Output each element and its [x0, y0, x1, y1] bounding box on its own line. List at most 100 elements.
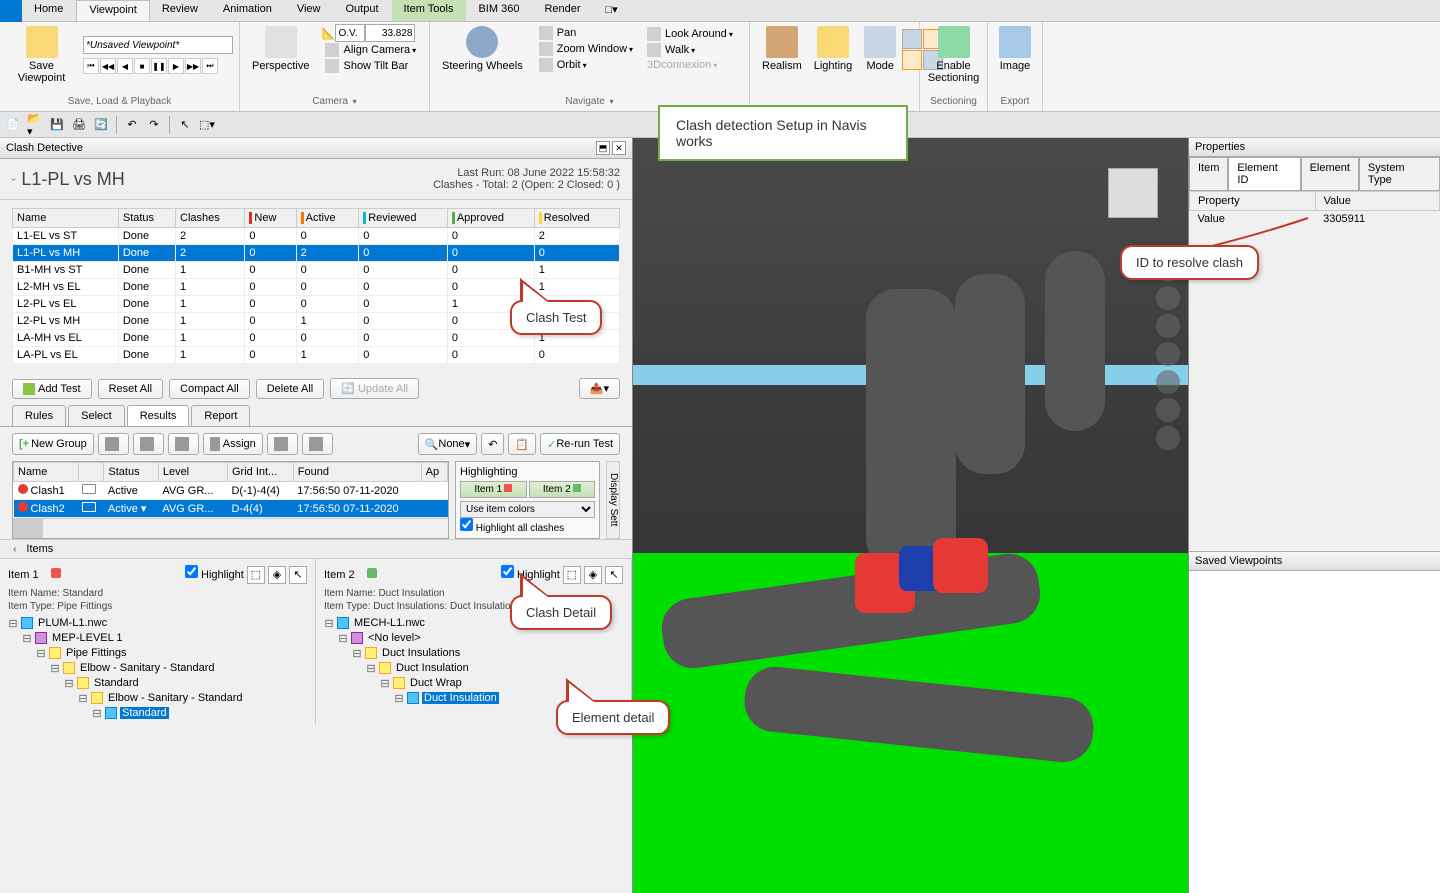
test-row[interactable]: B1-MH vs STDone100001 [13, 262, 620, 279]
realism-button[interactable]: Realism [756, 24, 808, 74]
nav-zoom-icon[interactable] [1156, 314, 1180, 338]
sub-tab-report[interactable]: Report [191, 405, 250, 426]
item1-highlight-checkbox[interactable]: Highlight [185, 569, 244, 581]
select-icon[interactable]: ↖ [176, 116, 194, 134]
rewind-button[interactable]: ⏮ [83, 58, 99, 74]
explode-button[interactable] [168, 433, 199, 455]
item2-target-icon[interactable]: ◈ [584, 566, 602, 584]
refresh-icon[interactable]: 🔄 [92, 116, 110, 134]
image-button[interactable]: Image [994, 24, 1036, 74]
prop-tab-item[interactable]: Item [1189, 157, 1228, 190]
highlight-all-checkbox[interactable]: Highlight all clashes [460, 523, 564, 534]
none-filter-button[interactable]: 🔍None ▾ [418, 433, 478, 455]
test-row[interactable]: L1-PL vs MHDone202000 [13, 245, 620, 262]
prop-tab-element-id[interactable]: Element ID [1228, 157, 1300, 190]
dock-icon[interactable]: ⬒ [596, 141, 610, 155]
test-row[interactable]: LA-PL vs ELDone101000 [13, 347, 620, 364]
delete-all-button[interactable]: Delete All [256, 379, 324, 399]
test-row[interactable]: L1-EL vs STDone200002 [13, 228, 620, 245]
end-button[interactable]: ⏭ [202, 58, 218, 74]
ungroup-button[interactable] [133, 433, 164, 455]
align-camera-button[interactable]: Align Camera▾ [321, 42, 423, 58]
group-button[interactable] [98, 433, 129, 455]
tree-node[interactable]: ⊟Elbow - Sanitary - Standard [8, 691, 307, 706]
app-icon[interactable] [0, 0, 22, 22]
step-back-button[interactable]: ◀◀ [100, 58, 116, 74]
prev-button[interactable]: ↶ [481, 433, 504, 455]
viewpoint-name-input[interactable] [83, 36, 233, 54]
pan-button[interactable]: Pan [535, 25, 637, 41]
compact-all-button[interactable]: Compact All [169, 379, 250, 399]
3d-viewport[interactable] [633, 138, 1188, 893]
undo-icon[interactable]: ↶ [123, 116, 141, 134]
select-box-icon[interactable]: ⬚▾ [198, 116, 216, 134]
item2-zoom-icon[interactable]: ⬚ [563, 566, 581, 584]
item1-tree[interactable]: ⊟PLUM-L1.nwc⊟MEP-LEVEL 1⊟Pipe Fittings⊟E… [8, 616, 307, 721]
tab-output[interactable]: Output [334, 0, 392, 21]
prop-tab-element[interactable]: Element [1301, 157, 1359, 190]
highlight-item1-button[interactable]: Item 1 [460, 481, 527, 498]
reset-all-button[interactable]: Reset All [98, 379, 163, 399]
save-viewpoint-button[interactable]: Save Viewpoint [6, 24, 77, 86]
sub-tab-results[interactable]: Results [127, 405, 190, 426]
item2-select-icon[interactable]: ↖ [605, 566, 623, 584]
nav-orbit-icon[interactable] [1156, 342, 1180, 366]
view-cube[interactable] [1108, 168, 1158, 218]
print-icon[interactable]: 🖨 [70, 116, 88, 134]
new-file-icon[interactable]: 📄 [4, 116, 22, 134]
result-row[interactable]: Clash2Active ▾AVG GR...D-4(4)17:56:50 07… [14, 500, 448, 518]
tab-review[interactable]: Review [150, 0, 211, 21]
assign-button[interactable]: Assign [203, 433, 263, 455]
tree-node[interactable]: ⊟PLUM-L1.nwc [8, 616, 307, 631]
rerun-test-button[interactable]: ✓ Re-run Test [540, 433, 620, 455]
export-button[interactable]: 📤▾ [579, 378, 620, 399]
result-row[interactable]: Clash1ActiveAVG GR...D(-1)-4(4)17:56:50 … [14, 482, 448, 500]
tree-node[interactable]: ⊟Pipe Fittings [8, 646, 307, 661]
save-icon[interactable]: 💾 [48, 116, 66, 134]
help-icon[interactable]: □▾ [594, 0, 630, 21]
nav-select-icon[interactable] [1156, 426, 1180, 450]
tree-node[interactable]: ⊟MEP-LEVEL 1 [8, 631, 307, 646]
item1-select-icon[interactable]: ↖ [289, 566, 307, 584]
sub-tab-select[interactable]: Select [68, 405, 125, 426]
redo-icon[interactable]: ↷ [145, 116, 163, 134]
filter-button[interactable] [302, 433, 333, 455]
close-icon[interactable]: ✕ [612, 141, 626, 155]
tab-view[interactable]: View [285, 0, 334, 21]
tab-item-tools[interactable]: Item Tools [392, 0, 467, 21]
lighting-button[interactable]: Lighting [808, 24, 859, 74]
open-file-icon[interactable]: 📂▾ [26, 116, 44, 134]
new-group-button[interactable]: [+New Group [12, 433, 94, 455]
play-button[interactable]: ▶ [168, 58, 184, 74]
look-around-button[interactable]: Look Around▾ [643, 26, 737, 42]
results-table[interactable]: NameStatusLevelGrid Int...FoundAp Clash1… [13, 462, 448, 518]
reverse-button[interactable]: ◀ [117, 58, 133, 74]
tab-viewpoint[interactable]: Viewpoint [76, 0, 150, 21]
tree-node[interactable]: ⊟Standard [8, 706, 307, 721]
ov-value-input[interactable] [365, 24, 415, 42]
unassign-button[interactable] [267, 433, 298, 455]
tree-node[interactable]: ⊟Duct Insulations [324, 646, 623, 661]
orbit-button[interactable]: Orbit▾ [535, 57, 637, 73]
mode-button[interactable]: Mode [858, 24, 902, 74]
enable-sectioning-button[interactable]: Enable Sectioning [926, 24, 981, 86]
prop-tab-system-type[interactable]: System Type [1359, 157, 1440, 190]
tab-render[interactable]: Render [532, 0, 593, 21]
zoom-window-button[interactable]: Zoom Window▾ [535, 41, 637, 57]
pause-button[interactable]: ❚❚ [151, 58, 167, 74]
item1-target-icon[interactable]: ◈ [268, 566, 286, 584]
tree-node[interactable]: ⊟Elbow - Sanitary - Standard [8, 661, 307, 676]
highlight-item2-button[interactable]: Item 2 [529, 481, 596, 498]
show-tilt-button[interactable]: Show Tilt Bar [321, 58, 423, 74]
step-fwd-button[interactable]: ▶▶ [185, 58, 201, 74]
tab-animation[interactable]: Animation [211, 0, 285, 21]
tab-bim360[interactable]: BIM 360 [466, 0, 532, 21]
stop-button[interactable]: ■ [134, 58, 150, 74]
nav-pan-icon[interactable] [1156, 286, 1180, 310]
nav-walk-icon[interactable] [1156, 398, 1180, 422]
item1-zoom-icon[interactable]: ⬚ [247, 566, 265, 584]
display-settings-tab[interactable]: Display Sett [606, 461, 620, 539]
next-button[interactable]: 📋 [508, 433, 536, 455]
perspective-button[interactable]: Perspective [246, 24, 315, 74]
tree-node[interactable]: ⊟<No level> [324, 631, 623, 646]
